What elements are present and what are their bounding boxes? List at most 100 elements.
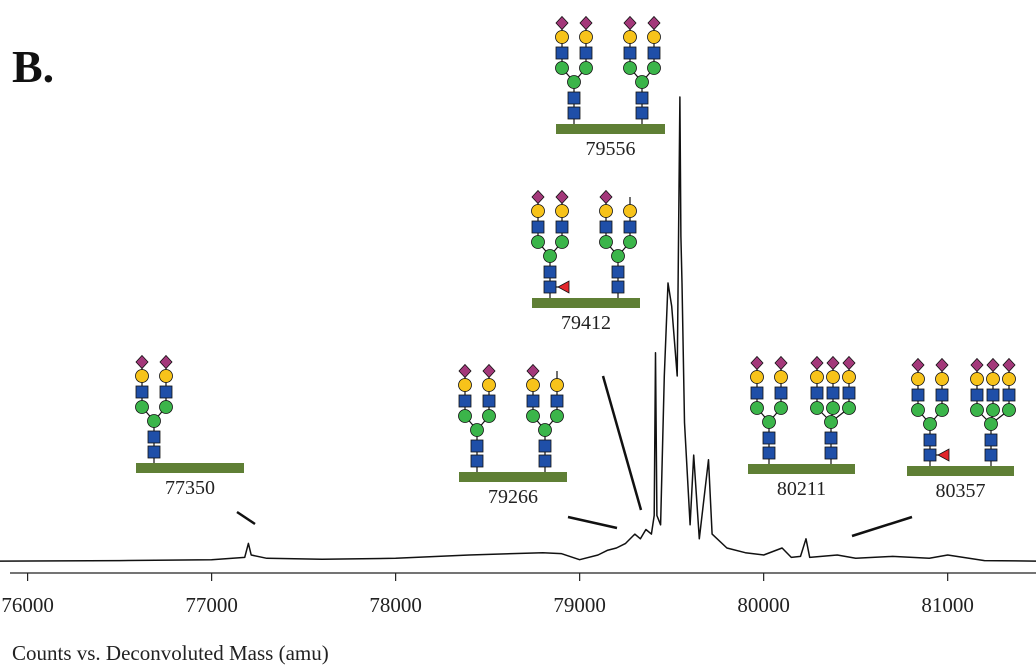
mannose bbox=[567, 75, 581, 89]
glcnac bbox=[470, 454, 484, 468]
glcnac bbox=[923, 433, 937, 447]
glcnac bbox=[774, 386, 788, 400]
glcnac bbox=[579, 46, 593, 60]
glcnac bbox=[147, 445, 161, 459]
glcnac bbox=[526, 394, 540, 408]
sialic-acid bbox=[911, 357, 925, 373]
sialic-acid bbox=[458, 363, 472, 379]
glcnac bbox=[159, 385, 173, 399]
sialic-acid bbox=[555, 189, 569, 205]
glycan bbox=[970, 357, 1016, 467]
glcnac bbox=[567, 106, 581, 120]
glcnac bbox=[923, 448, 937, 462]
mannose bbox=[774, 401, 788, 415]
glycan bbox=[810, 355, 856, 465]
sialic-acid bbox=[482, 363, 496, 379]
sialic-acid bbox=[935, 357, 949, 373]
galactose bbox=[599, 204, 613, 218]
fucose bbox=[557, 280, 570, 294]
glcnac bbox=[482, 394, 496, 408]
panel-label: B. bbox=[12, 41, 54, 92]
galactose bbox=[550, 378, 564, 392]
glcnac bbox=[970, 388, 984, 402]
galactose bbox=[935, 372, 949, 386]
glcnac bbox=[984, 448, 998, 462]
glcnac bbox=[826, 386, 840, 400]
mannose bbox=[647, 61, 661, 75]
x-tick-label: 77000 bbox=[185, 593, 238, 617]
sialic-acid bbox=[1002, 357, 1016, 373]
mannose bbox=[526, 409, 540, 423]
x-axis-title: Counts vs. Deconvoluted Mass (amu) bbox=[12, 641, 329, 665]
glcnac bbox=[599, 220, 613, 234]
protein-bar bbox=[532, 298, 640, 308]
mannose bbox=[550, 409, 564, 423]
glycan bbox=[623, 15, 661, 125]
mannose bbox=[911, 403, 925, 417]
mannose bbox=[599, 235, 613, 249]
pointer-lines bbox=[236, 375, 913, 538]
mannose bbox=[579, 61, 593, 75]
galactose bbox=[531, 204, 545, 218]
sialic-acid bbox=[810, 355, 824, 371]
mannose bbox=[135, 400, 149, 414]
glcnac bbox=[1002, 388, 1016, 402]
glcnac bbox=[911, 388, 925, 402]
sialic-acid bbox=[842, 355, 856, 371]
glcnac bbox=[550, 394, 564, 408]
protein-bar bbox=[136, 463, 244, 473]
galactose bbox=[555, 204, 569, 218]
glcnac bbox=[611, 280, 625, 294]
glcnac bbox=[984, 433, 998, 447]
mannose bbox=[611, 249, 625, 263]
galactose bbox=[526, 378, 540, 392]
mannose bbox=[531, 235, 545, 249]
mannose bbox=[543, 249, 557, 263]
mannose bbox=[482, 409, 496, 423]
glcnac bbox=[543, 265, 557, 279]
mannose bbox=[935, 403, 949, 417]
sialic-acid bbox=[555, 15, 569, 31]
galactose bbox=[826, 370, 840, 384]
annotation-label: 79412 bbox=[561, 312, 611, 334]
glcnac bbox=[635, 91, 649, 105]
galactose bbox=[810, 370, 824, 384]
mannose bbox=[810, 401, 824, 415]
galactose bbox=[623, 204, 637, 218]
mannose bbox=[623, 235, 637, 249]
mannose bbox=[538, 423, 552, 437]
sialic-acid bbox=[774, 355, 788, 371]
galactose bbox=[482, 378, 496, 392]
mannose bbox=[635, 75, 649, 89]
galactose bbox=[986, 372, 1000, 386]
sialic-acid bbox=[623, 15, 637, 31]
glcnac bbox=[824, 431, 838, 445]
glycan bbox=[911, 357, 950, 467]
glycan bbox=[599, 189, 637, 299]
glcnac bbox=[470, 439, 484, 453]
glcnac bbox=[543, 280, 557, 294]
glcnac bbox=[986, 388, 1000, 402]
annotation-label: 79556 bbox=[586, 138, 636, 160]
galactose bbox=[750, 370, 764, 384]
galactose bbox=[555, 30, 569, 44]
glcnac bbox=[567, 91, 581, 105]
glcnac bbox=[623, 46, 637, 60]
mannose bbox=[970, 403, 984, 417]
glcnac bbox=[555, 46, 569, 60]
galactose bbox=[623, 30, 637, 44]
mannose bbox=[984, 417, 998, 431]
sialic-acid bbox=[159, 354, 173, 370]
spectrum-line bbox=[0, 96, 1036, 562]
sialic-acid bbox=[599, 189, 613, 205]
mannose bbox=[826, 401, 840, 415]
mannose bbox=[555, 61, 569, 75]
galactose bbox=[579, 30, 593, 44]
x-tick-label: 76000 bbox=[1, 593, 54, 617]
glycan bbox=[750, 355, 788, 465]
sialic-acid bbox=[647, 15, 661, 31]
galactose bbox=[458, 378, 472, 392]
glcnac bbox=[750, 386, 764, 400]
